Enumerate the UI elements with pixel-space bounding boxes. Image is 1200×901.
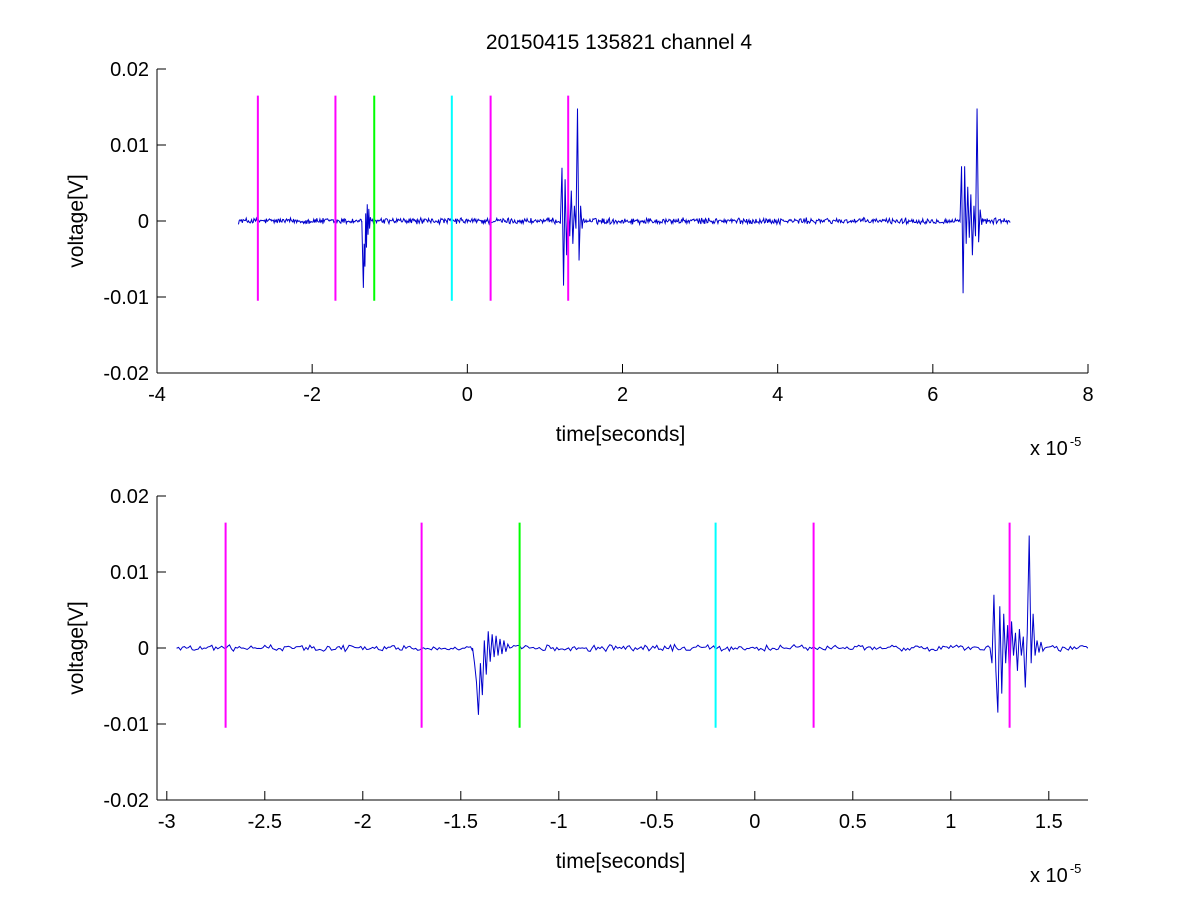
voltage-trace (176, 535, 1088, 715)
y-axis-label: voltage[V] (65, 174, 88, 267)
y-tick-label: -0.02 (103, 790, 149, 812)
x-tick-label: -2 (303, 384, 321, 406)
voltage-trace (237, 108, 1011, 294)
x-tick-label: 0.5 (839, 811, 867, 833)
x-axis-label: time[seconds] (556, 850, 686, 873)
x-tick-label: 8 (1082, 384, 1093, 406)
x-multiplier-base: x 10 (1030, 438, 1068, 460)
bottom-plot: -3 -2.5 -2 -1.5 -1 -0.5 0 0.5 1 1.5 0.02 0.01 0 -0.01… (65, 486, 1088, 887)
x-tick-label: -4 (148, 384, 166, 406)
y-tick-label: 0.01 (110, 562, 149, 584)
x-tick-label: -1 (550, 811, 568, 833)
x-tick-label: -3 (158, 811, 176, 833)
y-tick-label: -0.01 (103, 287, 149, 309)
y-tick-label: 0.02 (110, 486, 149, 508)
y-tick-label: 0.01 (110, 135, 149, 157)
y-tick-label: -0.01 (103, 714, 149, 736)
y-tick-label: 0.02 (110, 59, 149, 81)
x-tick-label: 0 (749, 811, 760, 833)
x-multiplier-exponent: -5 (1070, 861, 1082, 876)
x-tick-label: 1.5 (1035, 811, 1063, 833)
y-tick-label: -0.02 (103, 363, 149, 385)
x-multiplier-exponent: -5 (1070, 434, 1082, 449)
top-plot: -4 -2 0 2 4 6 8 0.02 0.01 0 -0.01 -0.02 time[seconds… (65, 59, 1094, 460)
x-tick-label: 2 (617, 384, 628, 406)
x-tick-label: 6 (927, 384, 938, 406)
y-axis-label: voltage[V] (65, 601, 88, 694)
x-axis-label: time[seconds] (556, 423, 686, 446)
x-tick-label: -0.5 (640, 811, 674, 833)
x-multiplier-base: x 10 (1030, 865, 1068, 887)
x-tick-label: 1 (945, 811, 956, 833)
x-tick-label: -1.5 (444, 811, 478, 833)
y-tick-label: 0 (138, 211, 149, 233)
x-multiplier: x 10 -5 (1030, 861, 1081, 887)
x-tick-label: 4 (772, 384, 783, 406)
y-tick-label: 0 (138, 638, 149, 660)
x-multiplier: x 10 -5 (1030, 434, 1081, 460)
x-tick-label: -2 (354, 811, 372, 833)
x-tick-label: -2.5 (248, 811, 282, 833)
x-tick-label: 0 (462, 384, 473, 406)
figure-title: 20150415 135821 channel 4 (486, 31, 753, 54)
